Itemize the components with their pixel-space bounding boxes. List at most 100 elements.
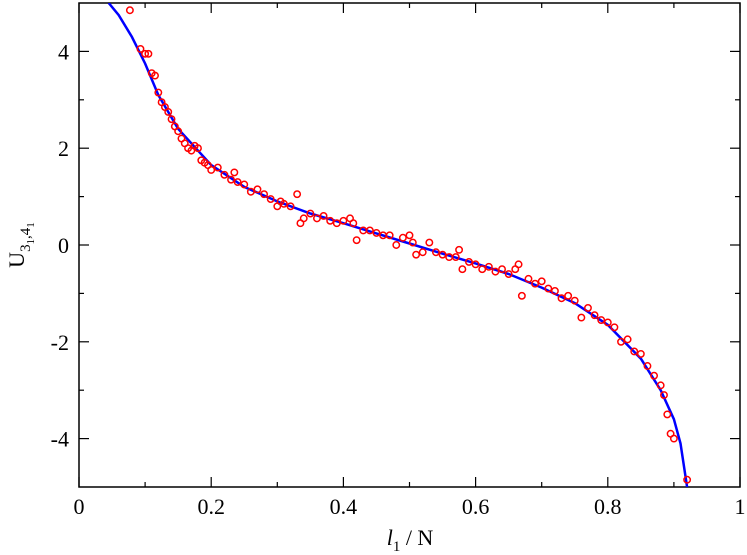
y-label-part: 1 [25, 222, 37, 228]
data-point [405, 231, 414, 240]
x-tick-label: 0.4 [330, 494, 358, 519]
data-point [590, 311, 599, 320]
data-point [313, 214, 321, 223]
data-point [517, 291, 526, 300]
data-point [352, 236, 361, 245]
data-point [451, 253, 460, 262]
data-point [385, 231, 394, 240]
data-point [504, 270, 513, 278]
y-tick-label: -4 [51, 427, 69, 452]
data-point [531, 279, 540, 288]
x-tick-label: 0.2 [197, 494, 225, 519]
data-point [478, 265, 487, 274]
data-point [408, 238, 417, 247]
y-label-part: ,4 [18, 227, 34, 239]
data-point [174, 127, 183, 136]
data-point [260, 190, 269, 199]
data-point [484, 262, 493, 271]
x-tick-label: 0.6 [462, 494, 490, 519]
x-tick-label: 1 [735, 494, 746, 519]
x-tick-label: 0 [74, 494, 85, 519]
y-label-part: 1 [25, 239, 37, 245]
y-tick-label: 0 [58, 233, 69, 258]
data-point [141, 49, 150, 58]
data-point [564, 291, 573, 300]
x-tick-label: 0.8 [594, 494, 622, 519]
data-point [230, 168, 239, 177]
data-point [498, 265, 506, 274]
data-point [365, 226, 374, 235]
data-point [167, 115, 176, 124]
data-point [630, 347, 639, 356]
data-point [669, 434, 678, 443]
data-point [299, 214, 308, 223]
data-point [349, 219, 358, 228]
data-point [458, 265, 467, 274]
x-label-part: / N [400, 525, 433, 550]
data-point [584, 303, 592, 312]
data-point [550, 287, 559, 295]
y-tick-label: 4 [58, 39, 69, 64]
x-axis-label: l1 / N [387, 525, 434, 555]
data-point [617, 337, 625, 346]
data-point [326, 216, 335, 225]
data-point [398, 233, 407, 242]
data-point [656, 381, 665, 390]
data-point [246, 187, 255, 196]
data-point [660, 391, 668, 399]
fit-curve [107, 3, 689, 487]
data-point [220, 170, 229, 179]
data-point [557, 294, 566, 303]
x-label-part: l [387, 525, 393, 550]
y-label-part: U [4, 252, 29, 268]
data-point [279, 199, 288, 208]
data-point [306, 209, 315, 218]
data-point [154, 88, 163, 97]
y-tick-label: 2 [58, 136, 69, 161]
data-point [577, 313, 586, 322]
data-point [266, 195, 275, 203]
data-point [125, 6, 134, 15]
data-point [514, 260, 523, 269]
data-point [136, 45, 145, 53]
data-point [683, 475, 692, 484]
y-label-part: 3 [18, 244, 34, 252]
y-tick-label: -2 [51, 330, 69, 355]
data-point [213, 163, 222, 172]
data-point [425, 238, 434, 247]
data-point [293, 190, 302, 199]
data-point [332, 219, 341, 228]
data-point [524, 274, 533, 283]
marks [107, 3, 692, 487]
data-point [650, 371, 659, 380]
data-point [319, 212, 328, 220]
data-point [164, 107, 173, 116]
data-point [643, 362, 652, 370]
data-point [240, 180, 249, 189]
data-point [544, 284, 553, 293]
data-point [253, 185, 262, 194]
data-point [431, 248, 440, 257]
plot-frame [78, 2, 741, 488]
data-point [286, 202, 295, 211]
data-point [392, 241, 401, 249]
data-point [372, 228, 381, 237]
data-point [471, 260, 480, 269]
data-point [207, 166, 216, 174]
data-point [194, 144, 202, 153]
data-point [233, 178, 242, 187]
data-point [151, 71, 159, 80]
y-axis-label: U31,41 [4, 222, 37, 268]
data-point [623, 335, 632, 344]
data-point [597, 316, 606, 324]
data-point [610, 323, 619, 332]
data-point [455, 245, 464, 254]
data-point [636, 349, 645, 358]
x-label-part: 1 [393, 539, 401, 555]
data-point [144, 49, 153, 58]
data-point [537, 277, 546, 286]
data-point [339, 216, 348, 225]
data-point [491, 267, 500, 276]
data-point [663, 410, 672, 419]
